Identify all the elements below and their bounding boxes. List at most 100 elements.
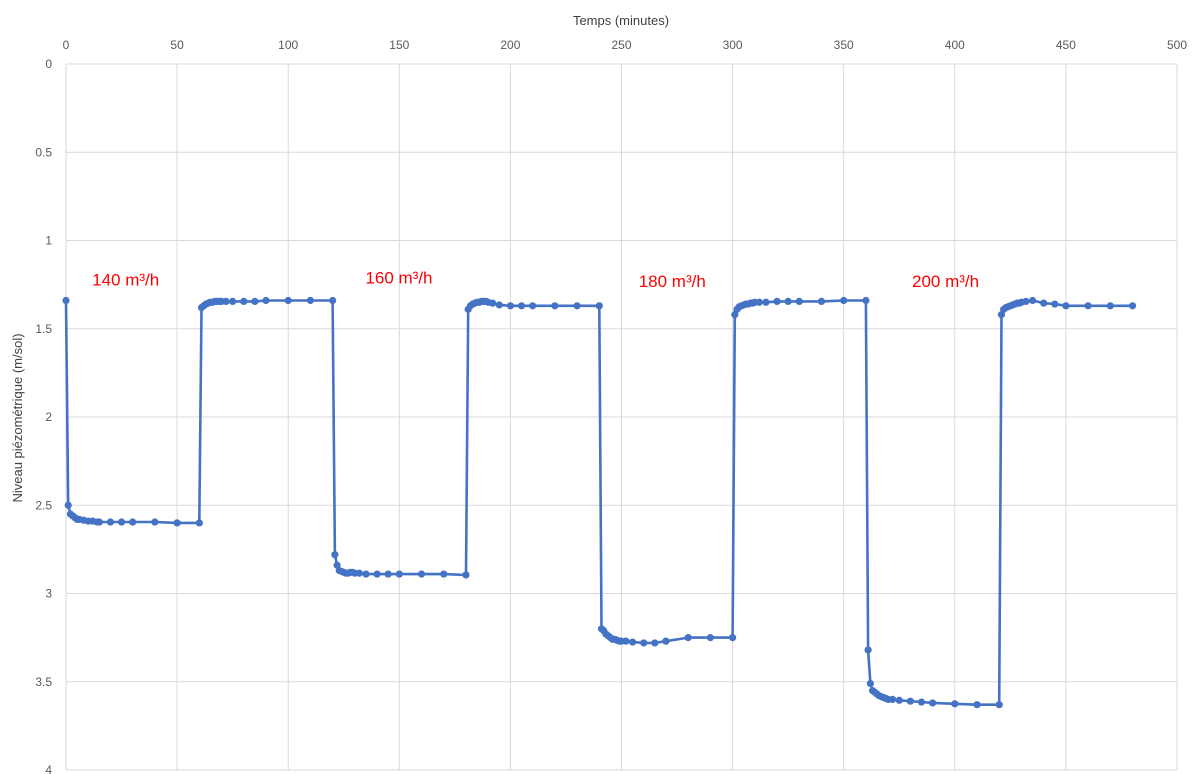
data-point [240, 297, 248, 305]
data-point [440, 570, 448, 578]
annotations: 140 m³/h 160 m³/h 180 m³/h 200 m³/h [92, 269, 979, 292]
tick-labels: 0 50 100 150 200 250 300 350 400 450 500 0 0.5 1 1.5 2 2… [35, 38, 1187, 774]
x-tick-label: 350 [834, 38, 854, 52]
data-point [973, 701, 981, 709]
data-point [755, 298, 763, 306]
y-axis-title: Niveau piézométrique (m/sol) [10, 333, 25, 502]
y-tick-label: 0.5 [35, 145, 52, 159]
data-point [62, 296, 70, 305]
data-point [1040, 299, 1048, 307]
y-tick-label: 3.5 [35, 675, 52, 689]
data-point [506, 302, 514, 310]
data-point [222, 297, 230, 305]
x-tick-label: 400 [945, 38, 965, 52]
data-point [495, 301, 503, 309]
data-point [462, 571, 470, 579]
x-tick-label: 0 [63, 38, 70, 52]
data-point [195, 519, 203, 527]
x-tick-label: 500 [1167, 38, 1187, 52]
data-point [64, 501, 72, 509]
data-point [573, 302, 581, 310]
y-tick-label: 0 [45, 57, 52, 71]
data-point [662, 637, 670, 645]
data-point [729, 634, 737, 642]
data-point [517, 302, 526, 310]
data-point [995, 701, 1003, 709]
data-point [895, 696, 903, 704]
data-point [384, 570, 392, 578]
data-point [862, 296, 870, 305]
data-point [917, 698, 926, 706]
data-point [106, 518, 115, 526]
data-point [795, 297, 803, 305]
data-point [706, 634, 714, 642]
data-point [773, 297, 781, 305]
data-point [284, 296, 292, 305]
data-point [1084, 302, 1092, 310]
flow-rate-label: 160 m³/h [365, 269, 432, 288]
data-point [888, 695, 897, 704]
data-point [529, 302, 537, 310]
data-point [262, 296, 270, 305]
data-point [306, 296, 315, 305]
data-point [840, 296, 848, 305]
data-point [417, 570, 426, 578]
data-point [622, 637, 630, 645]
x-tick-label: 450 [1056, 38, 1076, 52]
data-point [762, 298, 770, 306]
data-point [395, 570, 403, 578]
data-point [117, 518, 126, 526]
series-line [62, 296, 1137, 709]
data-point [928, 699, 937, 707]
data-point [373, 570, 381, 578]
data-point [640, 639, 648, 647]
data-point [173, 519, 181, 527]
data-point [866, 679, 874, 688]
data-point [1062, 302, 1070, 310]
data-point [129, 518, 137, 526]
x-tick-label: 50 [170, 38, 184, 52]
data-point [229, 297, 237, 305]
data-point [906, 697, 914, 705]
data-point [329, 296, 337, 305]
data-point [595, 302, 603, 310]
data-point [1051, 300, 1059, 308]
data-point [551, 302, 559, 310]
y-tick-label: 1.5 [35, 322, 52, 336]
data-point [362, 570, 370, 578]
data-point [95, 518, 103, 526]
x-tick-label: 250 [611, 38, 631, 52]
data-point [251, 297, 259, 305]
data-point [629, 638, 637, 646]
flow-rate-label: 180 m³/h [639, 272, 706, 291]
y-tick-label: 4 [45, 763, 52, 774]
data-point [1128, 302, 1137, 310]
x-tick-label: 200 [500, 38, 520, 52]
y-tick-label: 2.5 [35, 498, 52, 512]
gridlines [65, 63, 1178, 771]
x-tick-label: 150 [389, 38, 409, 52]
data-point [331, 551, 339, 559]
data-point [151, 518, 159, 526]
y-tick-label: 1 [45, 234, 52, 248]
data-point [1028, 296, 1037, 305]
x-tick-label: 300 [723, 38, 743, 52]
data-point [864, 646, 872, 654]
data-point [489, 299, 497, 307]
y-tick-label: 3 [45, 587, 52, 601]
flow-rate-label: 200 m³/h [912, 272, 979, 291]
x-tick-label: 100 [278, 38, 298, 52]
data-point [355, 569, 363, 577]
data-point [951, 700, 959, 708]
flow-rate-label: 140 m³/h [92, 270, 159, 289]
data-point [817, 297, 826, 305]
data-point [684, 634, 692, 642]
x-axis-title: Temps (minutes) [573, 13, 669, 28]
data-point [651, 639, 659, 647]
y-tick-label: 2 [45, 410, 52, 424]
data-point [1022, 297, 1030, 305]
data-point [784, 297, 792, 305]
data-point [1106, 302, 1114, 310]
series-path [64, 299, 1133, 707]
